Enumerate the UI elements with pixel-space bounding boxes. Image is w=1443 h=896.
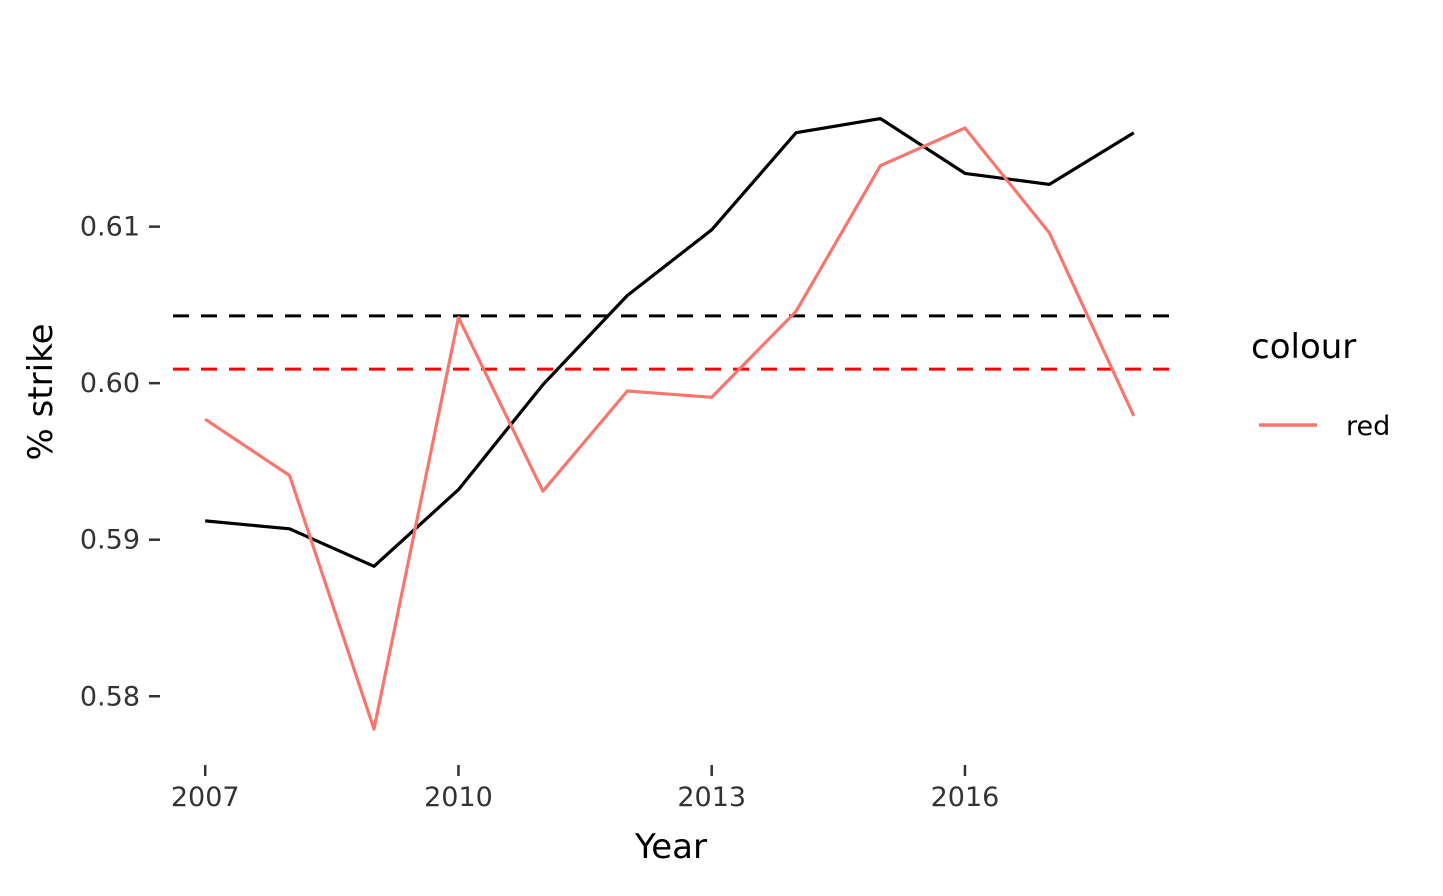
reference-lines xyxy=(173,314,1173,371)
x-axis: 2007 2010 2013 2016 xyxy=(171,765,999,813)
legend-title: colour xyxy=(1251,327,1356,367)
x-tick-label: 2007 xyxy=(171,782,240,813)
x-tick-label: 2010 xyxy=(424,782,493,813)
y-tick-label: 0.60 xyxy=(80,368,140,399)
x-tick-label: 2013 xyxy=(677,782,746,813)
x-tick-label: 2016 xyxy=(931,782,1000,813)
y-axis-title: % strike xyxy=(21,324,61,461)
y-tick-label: 0.61 xyxy=(80,212,140,243)
y-axis: 0.58 0.59 0.60 0.61 xyxy=(80,212,160,712)
y-tick-label: 0.58 xyxy=(80,681,140,712)
x-axis-title: Year xyxy=(634,827,707,867)
legend: colour red xyxy=(1251,327,1390,442)
series-lines xyxy=(204,116,1136,731)
series-line-black xyxy=(205,116,1135,568)
series-line-red xyxy=(204,126,1136,731)
y-tick-label: 0.59 xyxy=(80,525,140,556)
legend-label-red: red xyxy=(1346,411,1390,442)
